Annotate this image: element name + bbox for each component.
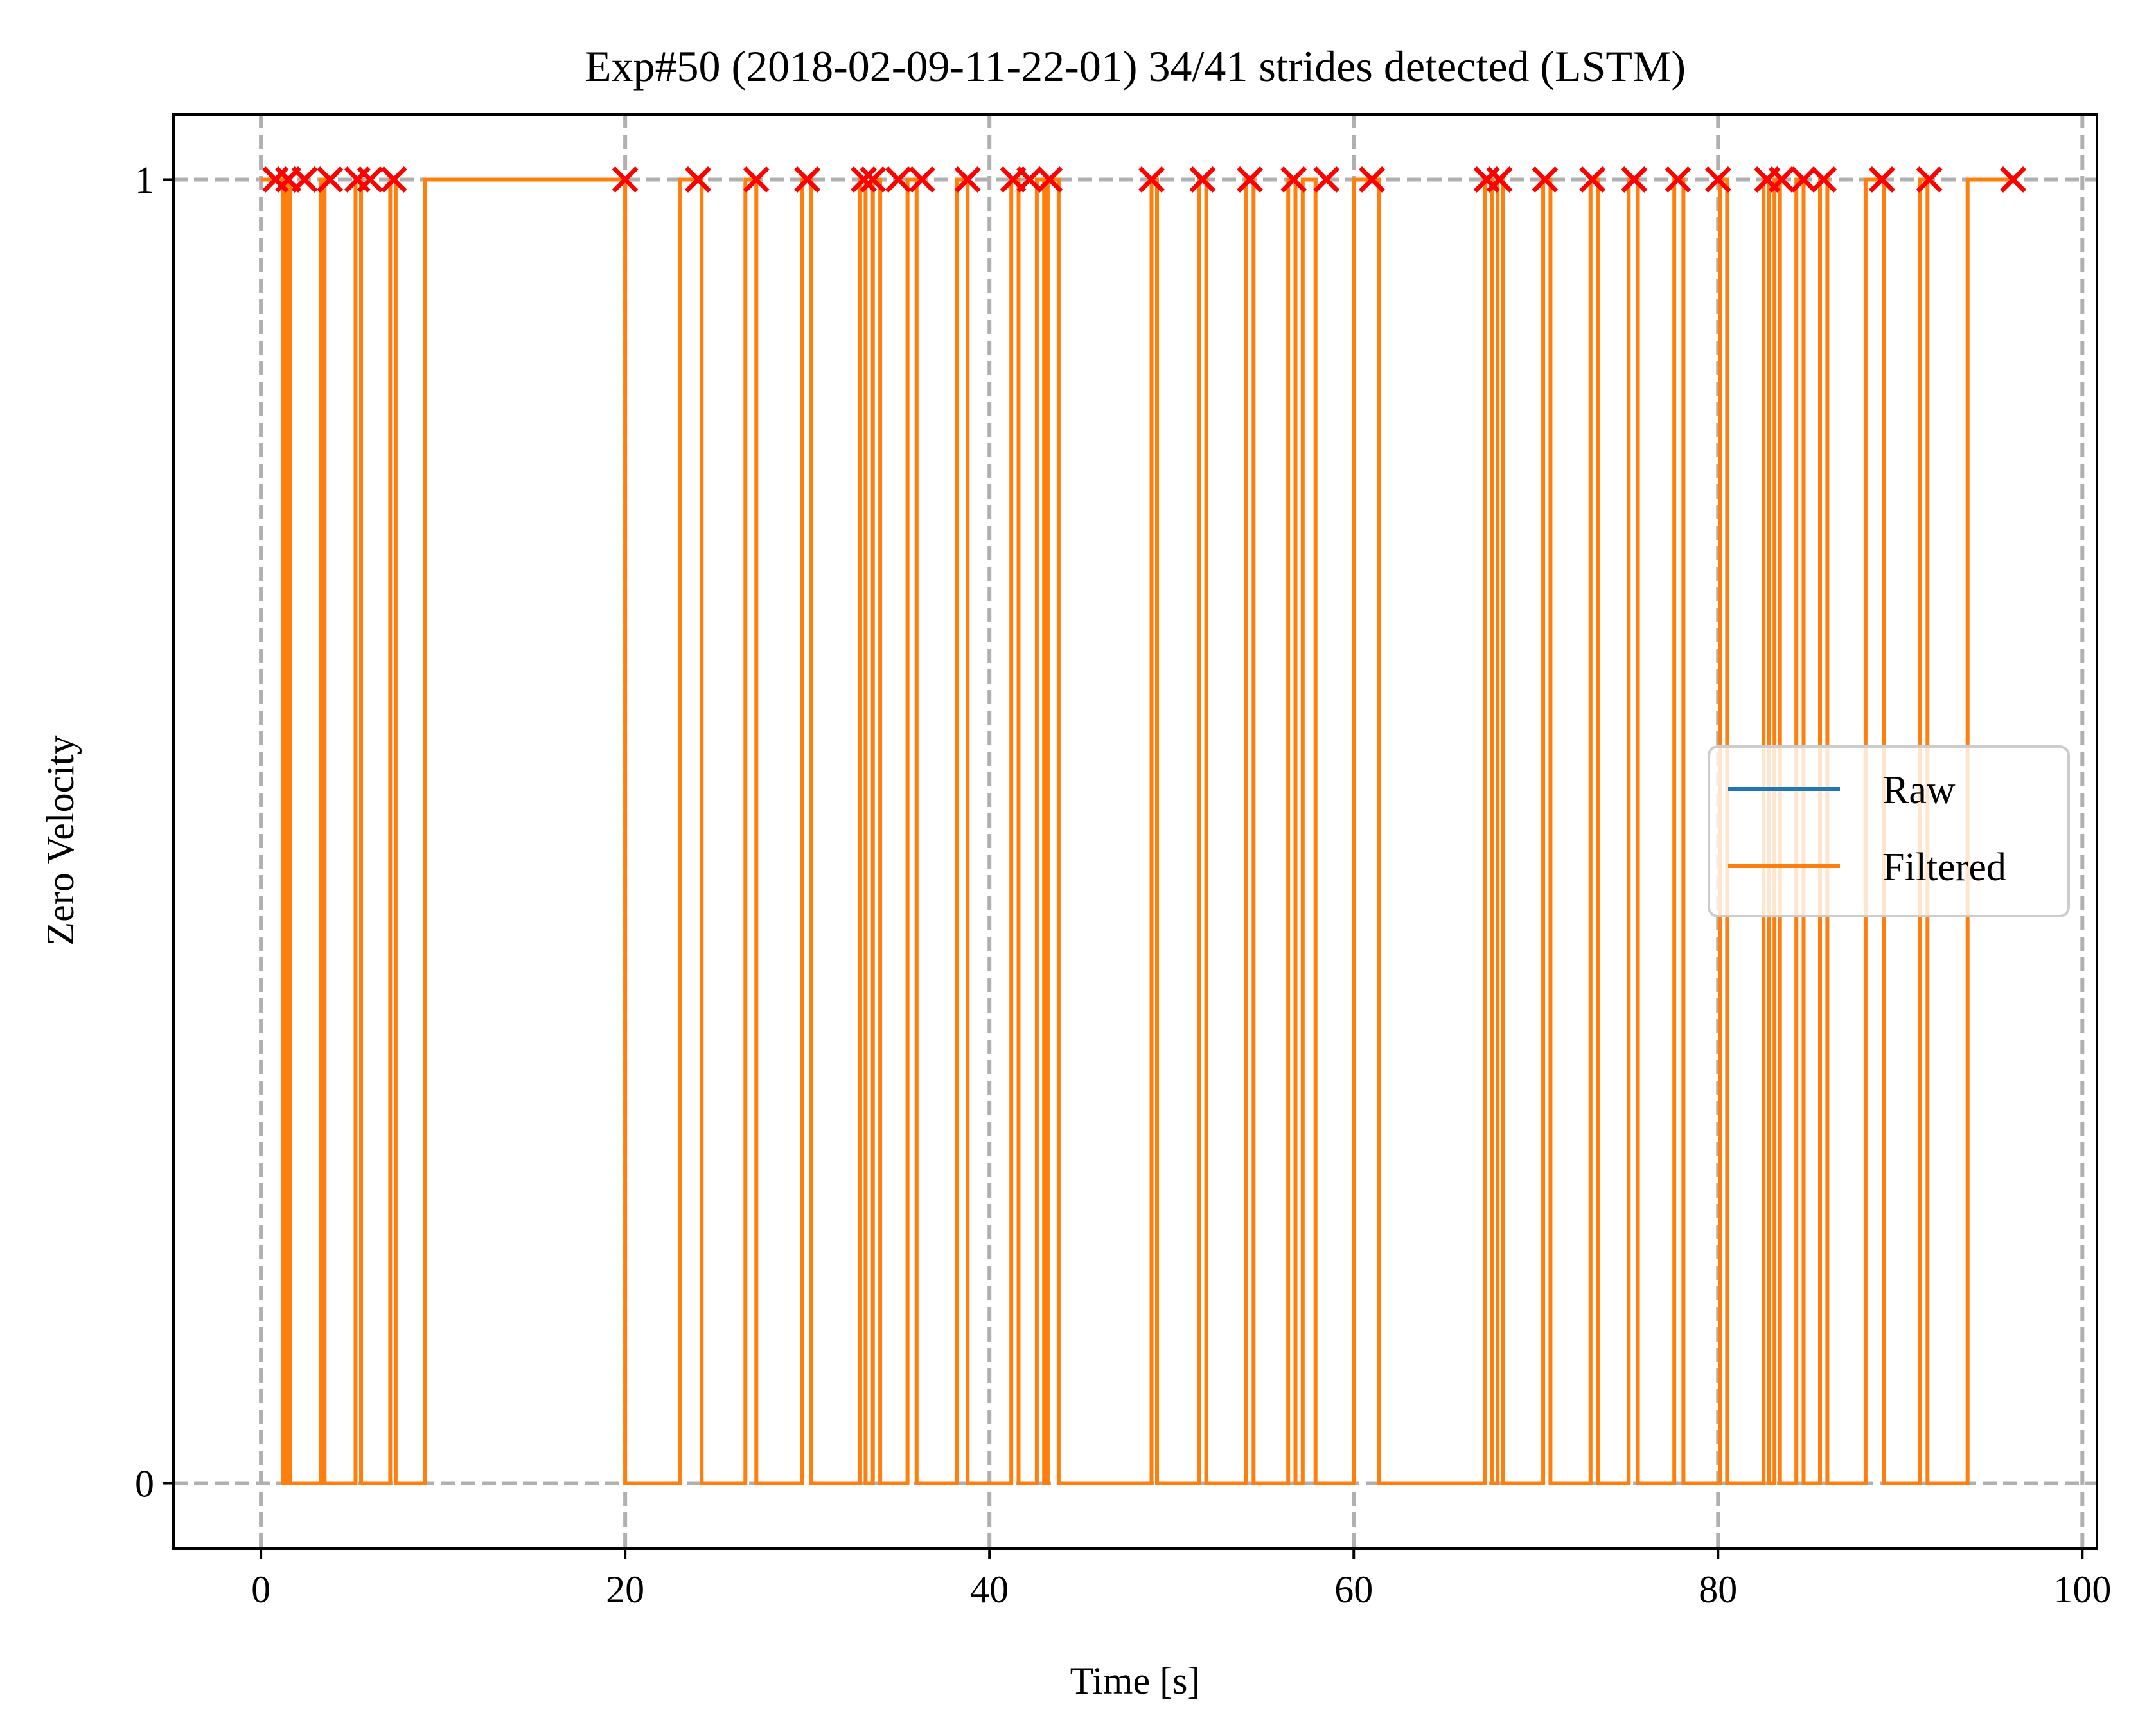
stride-marker-3 <box>317 166 344 193</box>
stride-marker-20 <box>1189 166 1216 193</box>
stride-marker-35 <box>1810 166 1837 193</box>
x-ticks: 0 20 40 60 80 100 <box>251 1548 2111 1611</box>
y-tick-label-1: 1 <box>135 159 154 201</box>
legend-raw-label: Raw <box>1882 768 1956 812</box>
x-tick-label-1: 20 <box>606 1568 644 1611</box>
stride-marker-33 <box>1769 166 1795 193</box>
x-tick-label-5: 100 <box>2053 1568 2111 1611</box>
stride-markers <box>262 166 2027 193</box>
stride-marker-27 <box>1532 166 1559 193</box>
stride-marker-21 <box>1237 166 1264 193</box>
stride-marker-5 <box>357 166 384 193</box>
x-axis-label: Time [s] <box>1070 1660 1201 1702</box>
chart-title: Exp#50 (2018-02-09-11-22-01) 34/41 strid… <box>585 42 1686 91</box>
stride-marker-34 <box>1790 166 1817 193</box>
stride-marker-12 <box>860 166 887 193</box>
stride-marker-36 <box>1868 166 1895 193</box>
stride-marker-17 <box>1016 166 1043 193</box>
x-tick-label-3: 60 <box>1334 1568 1373 1611</box>
stride-marker-37 <box>1916 166 1943 193</box>
stride-marker-31 <box>1704 166 1731 193</box>
stride-marker-8 <box>685 166 712 193</box>
stride-marker-28 <box>1579 166 1606 193</box>
stride-marker-30 <box>1665 166 1692 193</box>
stride-marker-13 <box>885 166 912 193</box>
stride-marker-10 <box>794 166 821 193</box>
legend: Raw Filtered <box>1708 745 2070 917</box>
y-axis-label: Zero Velocity <box>39 735 82 945</box>
stride-marker-18 <box>1036 166 1063 193</box>
stride-marker-26 <box>1486 166 1513 193</box>
stride-marker-23 <box>1313 166 1340 193</box>
stride-marker-2 <box>291 166 318 193</box>
x-tick-label-0: 0 <box>251 1568 270 1611</box>
stride-marker-24 <box>1359 166 1386 193</box>
stride-marker-7 <box>612 166 639 193</box>
x-tick-label-2: 40 <box>970 1568 1009 1611</box>
stride-marker-11 <box>851 166 878 193</box>
stride-marker-9 <box>743 166 770 193</box>
x-tick-label-4: 80 <box>1699 1568 1737 1611</box>
stride-marker-19 <box>1138 166 1165 193</box>
stride-marker-14 <box>908 166 935 193</box>
y-tick-label-0: 0 <box>135 1463 154 1505</box>
y-ticks: 01 <box>135 159 173 1505</box>
stride-marker-6 <box>380 166 407 193</box>
legend-filtered-label: Filtered <box>1882 846 2006 889</box>
stride-marker-29 <box>1621 166 1648 193</box>
axes-frame <box>172 113 2098 1550</box>
stride-marker-22 <box>1280 166 1307 193</box>
stride-marker-38 <box>2000 166 2027 193</box>
stride-marker-15 <box>954 166 981 193</box>
